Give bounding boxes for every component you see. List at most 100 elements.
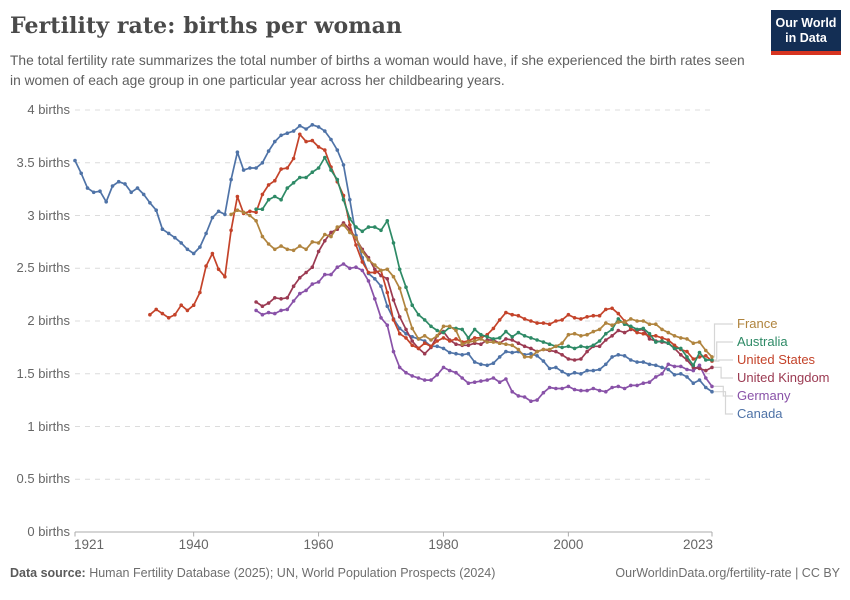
series-line-france[interactable] xyxy=(229,208,714,359)
data-point xyxy=(522,317,527,321)
data-point xyxy=(298,175,302,180)
legend-connectors-group xyxy=(713,323,733,415)
data-point xyxy=(604,389,608,394)
data-point xyxy=(410,343,415,348)
data-point xyxy=(291,299,296,303)
owid-logo[interactable]: Our World in Data xyxy=(771,10,841,55)
data-point xyxy=(323,148,327,152)
data-point xyxy=(429,324,433,329)
data-point xyxy=(660,365,664,370)
data-point xyxy=(391,274,396,279)
data-point xyxy=(672,373,677,377)
data-point xyxy=(610,334,614,338)
data-point xyxy=(373,277,377,281)
data-point xyxy=(248,213,252,218)
series-line-united-states[interactable] xyxy=(148,132,714,363)
data-point xyxy=(535,338,539,342)
data-point xyxy=(385,277,390,281)
data-point xyxy=(579,388,583,393)
data-point xyxy=(591,368,596,373)
data-point xyxy=(148,312,152,317)
data-point xyxy=(672,346,677,351)
data-point xyxy=(579,357,583,361)
page-title: Fertility rate: births per woman xyxy=(10,13,403,39)
data-point xyxy=(472,380,477,385)
data-point xyxy=(479,337,483,341)
data-source-label: Data source: xyxy=(10,566,86,580)
data-point xyxy=(466,343,471,348)
data-point xyxy=(260,192,265,197)
data-point xyxy=(666,362,671,367)
data-point xyxy=(310,282,315,286)
data-point xyxy=(391,241,396,245)
data-point xyxy=(329,234,333,239)
data-point xyxy=(160,311,165,316)
data-point xyxy=(429,344,433,349)
legend-item-australia[interactable]: Australia xyxy=(737,334,788,349)
data-point xyxy=(348,230,352,235)
data-point xyxy=(198,245,202,249)
data-point xyxy=(497,380,502,385)
data-point xyxy=(566,357,571,361)
data-point xyxy=(597,344,602,349)
data-point xyxy=(697,350,702,355)
legend-item-canada[interactable]: Canada xyxy=(737,406,783,421)
y-tick-label: 1.5 births xyxy=(16,365,70,381)
data-point xyxy=(397,286,402,291)
data-point xyxy=(585,349,589,354)
data-point xyxy=(610,385,614,390)
series-line-united-kingdom[interactable] xyxy=(254,221,714,373)
data-point xyxy=(185,247,190,252)
data-point xyxy=(704,358,708,362)
data-point xyxy=(422,351,427,356)
data-point xyxy=(410,303,415,308)
data-point xyxy=(341,197,346,202)
data-point xyxy=(710,365,714,370)
data-point xyxy=(535,398,539,402)
data-point xyxy=(666,367,671,372)
legend-item-united-kingdom[interactable]: United Kingdom xyxy=(737,370,830,385)
legend-connector-france xyxy=(713,323,733,358)
data-point xyxy=(616,384,621,389)
data-point xyxy=(666,330,671,335)
data-point xyxy=(373,297,377,301)
data-point xyxy=(335,148,340,152)
data-point xyxy=(491,340,496,344)
legend-item-france[interactable]: France xyxy=(737,316,778,331)
data-point xyxy=(291,284,296,289)
legend-item-germany[interactable]: Germany xyxy=(737,388,791,403)
series-line-germany[interactable] xyxy=(254,262,714,404)
data-point xyxy=(435,339,440,343)
data-point xyxy=(366,279,371,283)
data-point xyxy=(160,227,165,231)
data-point xyxy=(510,350,514,355)
data-point xyxy=(566,332,571,337)
data-point xyxy=(504,342,508,347)
data-point xyxy=(304,127,308,131)
data-point xyxy=(541,390,546,395)
data-point xyxy=(554,365,558,370)
data-point xyxy=(472,339,477,343)
series-line-australia[interactable] xyxy=(254,155,714,368)
data-point xyxy=(529,399,533,404)
data-point xyxy=(416,376,421,380)
data-point xyxy=(516,347,521,352)
data-point xyxy=(547,322,552,327)
data-point xyxy=(566,384,571,389)
legend-item-united-states[interactable]: United States xyxy=(737,352,816,367)
data-point xyxy=(654,340,658,344)
data-point xyxy=(691,341,696,346)
data-point xyxy=(679,372,683,376)
data-point xyxy=(397,365,402,370)
data-point xyxy=(235,194,240,199)
owid-logo-line1: Our World xyxy=(775,16,837,30)
data-point xyxy=(260,207,265,211)
x-ticks-group xyxy=(74,532,713,537)
data-point xyxy=(591,313,596,318)
data-point xyxy=(710,358,714,362)
owid-url-link[interactable]: OurWorldinData.org/fertility-rate | CC B… xyxy=(615,566,840,580)
x-tick-label: 2023 xyxy=(682,537,714,552)
data-point xyxy=(354,235,358,240)
data-point xyxy=(597,388,602,393)
data-point xyxy=(379,268,383,273)
